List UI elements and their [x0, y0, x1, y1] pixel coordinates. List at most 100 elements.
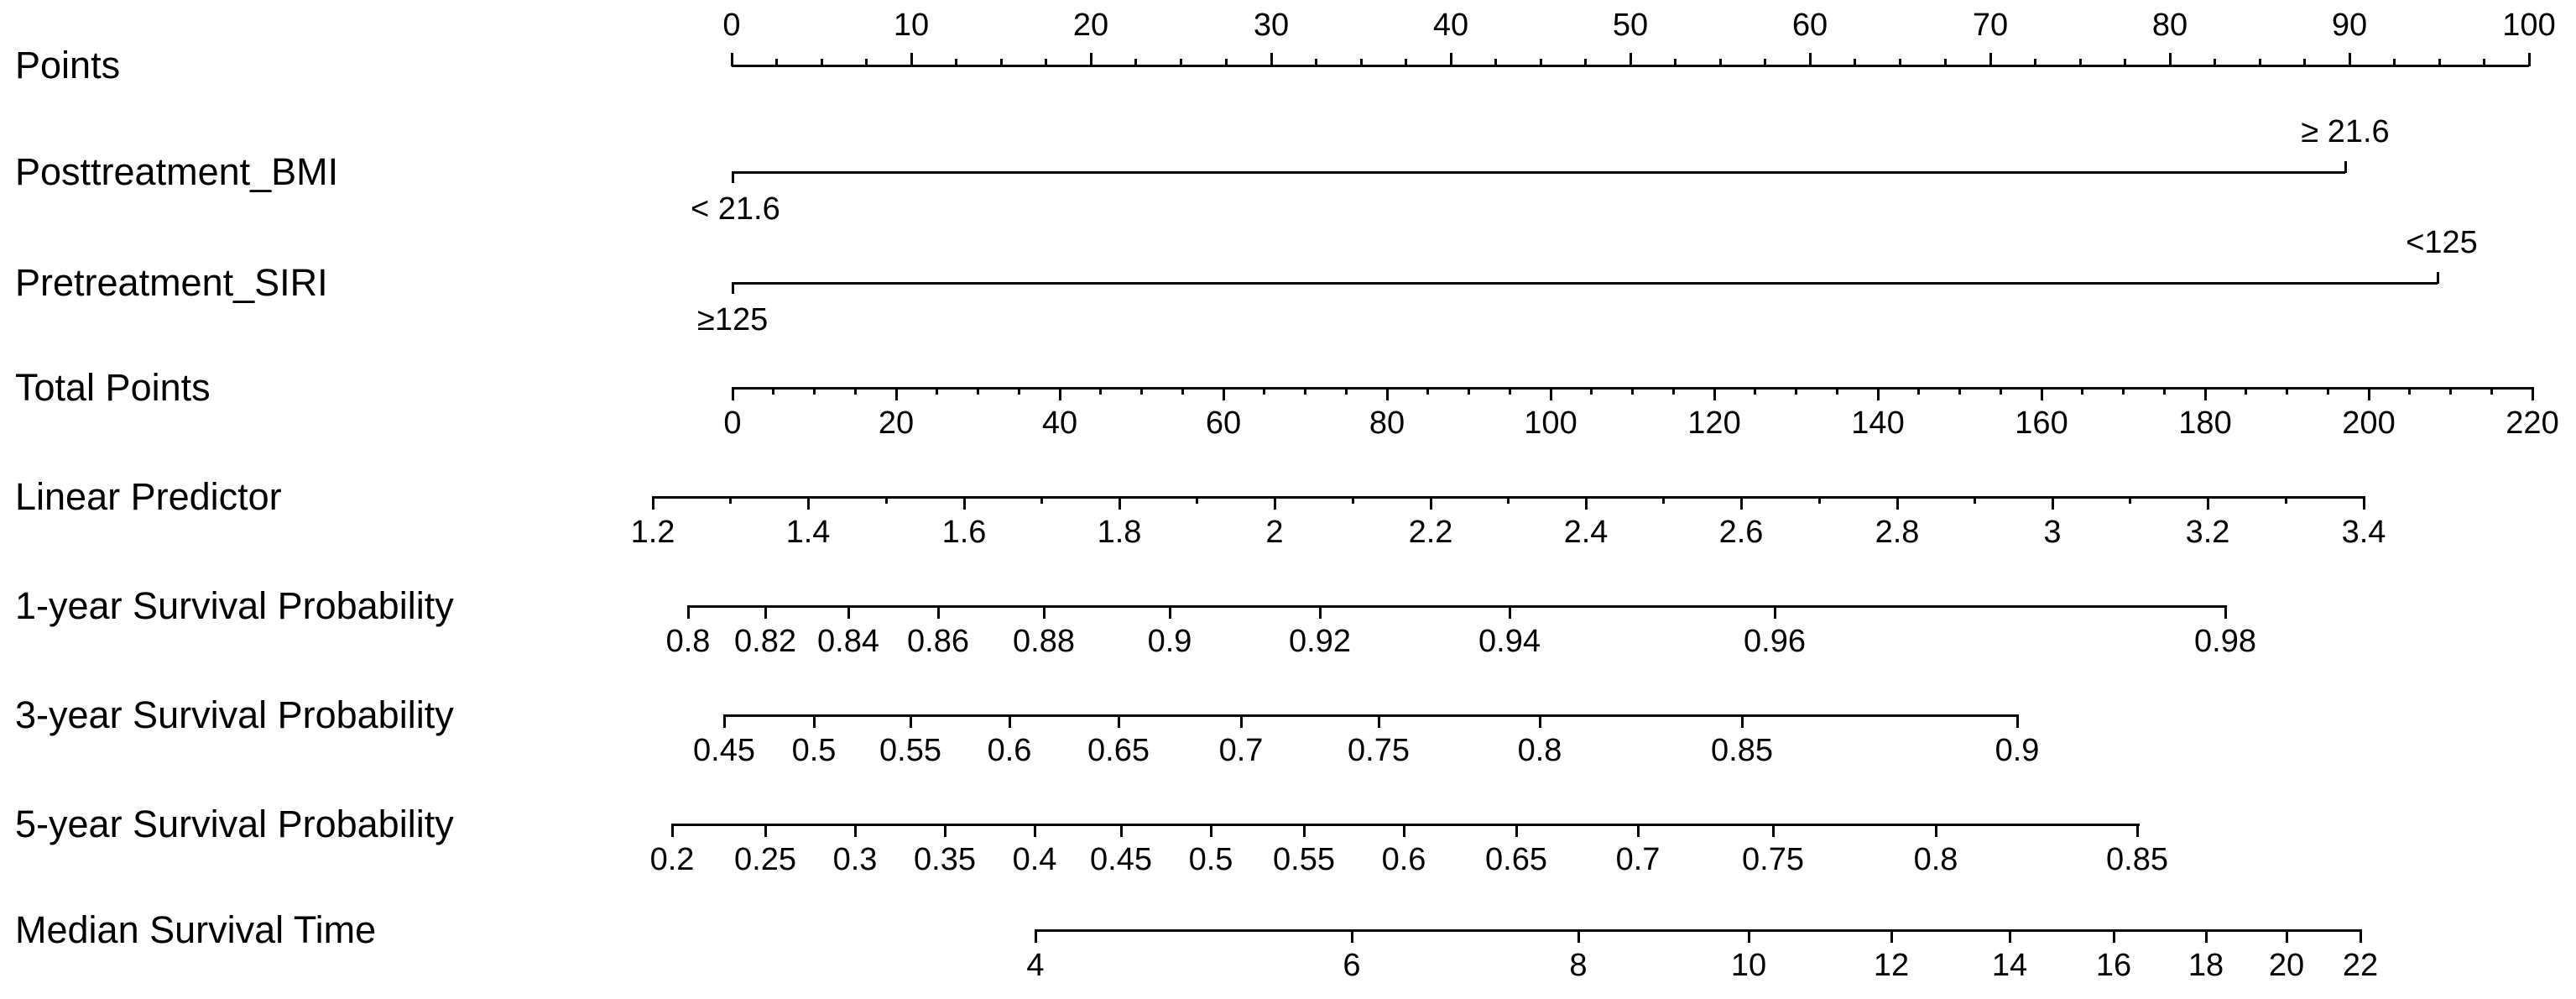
minor-tick-total-points	[1835, 387, 1838, 395]
minor-tick-total-points	[1344, 387, 1348, 395]
minor-tick-points	[2258, 59, 2261, 66]
tick-label-linear-predictor: 1.8	[1097, 515, 1142, 550]
minor-tick-linear-predictor	[1351, 496, 1354, 504]
tick-label-linear-predictor: 3.2	[2185, 515, 2230, 550]
tick-label-linear-predictor: 3.4	[2341, 515, 2386, 550]
tick-label-points: 0	[722, 8, 741, 43]
tick-label-survival-5yr: 0.6	[1381, 842, 1426, 877]
tick-median-survival-time	[2359, 929, 2362, 943]
tick-survival-1yr	[764, 605, 767, 619]
tick-median-survival-time	[1577, 929, 1580, 943]
tick-survival-5yr	[1402, 824, 1405, 837]
tick-survival-1yr	[847, 605, 850, 619]
tick-points	[2348, 53, 2351, 66]
tick-label-median-survival-time: 8	[1569, 948, 1588, 983]
tick-survival-5yr	[853, 824, 857, 837]
tick-median-survival-time	[2204, 929, 2208, 943]
tick-total-points	[1222, 387, 1225, 400]
tick-points	[1629, 53, 1632, 66]
tick-label-survival-5yr: 0.5	[1188, 842, 1233, 877]
minor-tick-total-points	[2326, 387, 2329, 395]
minor-tick-points	[1943, 59, 1947, 66]
minor-tick-points	[865, 59, 868, 66]
minor-tick-total-points	[2162, 387, 2166, 395]
minor-tick-points	[1718, 59, 1722, 66]
minor-tick-total-points	[1468, 387, 1470, 395]
tick-label-survival-1yr: 0.88	[1013, 624, 1075, 659]
tick-label-total-points: 140	[1851, 405, 1905, 441]
tick-survival-5yr	[1209, 824, 1212, 837]
tick-survival-1yr	[936, 605, 940, 619]
tick-survival-1yr	[1508, 605, 1511, 619]
tick-label-survival-5yr: 0.85	[2106, 842, 2168, 877]
tick-label-linear-predictor: 2.2	[1408, 515, 1453, 550]
minor-tick-linear-predictor	[729, 496, 732, 504]
tick-label-points: 20	[1072, 8, 1109, 43]
tick-pretreatment-siri	[2436, 272, 2439, 284]
tick-survival-5yr	[2135, 824, 2139, 837]
tick-label-survival-3yr: 0.45	[693, 733, 755, 768]
tick-linear-predictor	[1273, 496, 1276, 510]
minor-tick-linear-predictor	[2129, 496, 2131, 504]
minor-tick-total-points	[2286, 387, 2288, 395]
tick-label-points: 30	[1253, 8, 1290, 43]
tick-survival-5yr	[1033, 824, 1036, 837]
tick-linear-predictor	[651, 496, 654, 510]
minor-tick-linear-predictor	[884, 496, 888, 504]
tick-total-points	[2367, 387, 2370, 400]
tick-label-survival-1yr: 0.9	[1147, 624, 1192, 659]
minor-tick-total-points	[1140, 387, 1143, 395]
row-label-survival-1yr: 1-year Survival Probability	[15, 584, 454, 627]
minor-tick-points	[2034, 59, 2036, 66]
minor-tick-points	[1764, 59, 1766, 66]
tick-label-survival-5yr: 0.7	[1615, 842, 1661, 877]
tick-survival-5yr	[1515, 824, 1518, 837]
minor-tick-total-points	[1754, 387, 1757, 395]
minor-tick-points	[1899, 59, 1901, 66]
tick-total-points	[1876, 387, 1880, 400]
tick-label-survival-3yr: 0.55	[879, 733, 941, 768]
tick-total-points	[1058, 387, 1061, 400]
tick-label-median-survival-time: 22	[2342, 948, 2379, 983]
row-label-posttreatment-bmi: Posttreatment_BMI	[15, 150, 339, 193]
tick-label-survival-5yr: 0.3	[832, 842, 878, 877]
tick-label-survival-1yr: 0.82	[734, 624, 796, 659]
tick-linear-predictor	[1739, 496, 1743, 510]
tick-linear-predictor	[2206, 496, 2209, 510]
minor-tick-total-points	[1795, 387, 1797, 395]
minor-tick-points	[2214, 59, 2216, 66]
tick-label-survival-1yr: 0.94	[1478, 624, 1541, 659]
tick-median-survival-time	[2285, 929, 2288, 943]
tick-label-total-points: 60	[1205, 405, 1242, 441]
tick-label-survival-3yr: 0.8	[1517, 733, 1562, 768]
tick-label-survival-3yr: 0.85	[1711, 733, 1773, 768]
tick-median-survival-time	[2008, 929, 2011, 943]
tick-label-survival-5yr: 0.4	[1012, 842, 1057, 877]
minor-tick-total-points	[1671, 387, 1675, 395]
tick-points	[1089, 53, 1092, 66]
row-label-survival-3yr: 3-year Survival Probability	[15, 693, 454, 736]
minor-tick-total-points	[1263, 387, 1266, 395]
tick-points	[730, 53, 733, 66]
axis-line-posttreatment-bmi	[733, 171, 2345, 174]
tick-survival-1yr	[1168, 605, 1171, 619]
minor-tick-total-points	[1958, 387, 1961, 395]
minor-tick-total-points	[1304, 387, 1306, 395]
tick-label-survival-1yr: 0.92	[1289, 624, 1351, 659]
range-start-label-pretreatment-siri: ≥125	[697, 302, 769, 337]
tick-survival-3yr	[1377, 714, 1380, 728]
minor-tick-points	[1224, 59, 1228, 66]
tick-label-survival-3yr: 0.5	[791, 733, 837, 768]
tick-label-survival-3yr: 0.7	[1218, 733, 1264, 768]
minor-tick-points	[1315, 59, 1317, 66]
tick-linear-predictor	[2362, 496, 2365, 510]
tick-label-linear-predictor: 3	[2043, 515, 2062, 550]
tick-linear-predictor	[1429, 496, 1432, 510]
tick-label-points: 100	[2502, 8, 2556, 43]
tick-label-survival-1yr: 0.86	[907, 624, 969, 659]
tick-label-linear-predictor: 1.2	[630, 515, 675, 550]
tick-label-survival-3yr: 0.75	[1348, 733, 1410, 768]
tick-survival-1yr	[686, 605, 690, 619]
tick-label-survival-5yr: 0.65	[1485, 842, 1547, 877]
